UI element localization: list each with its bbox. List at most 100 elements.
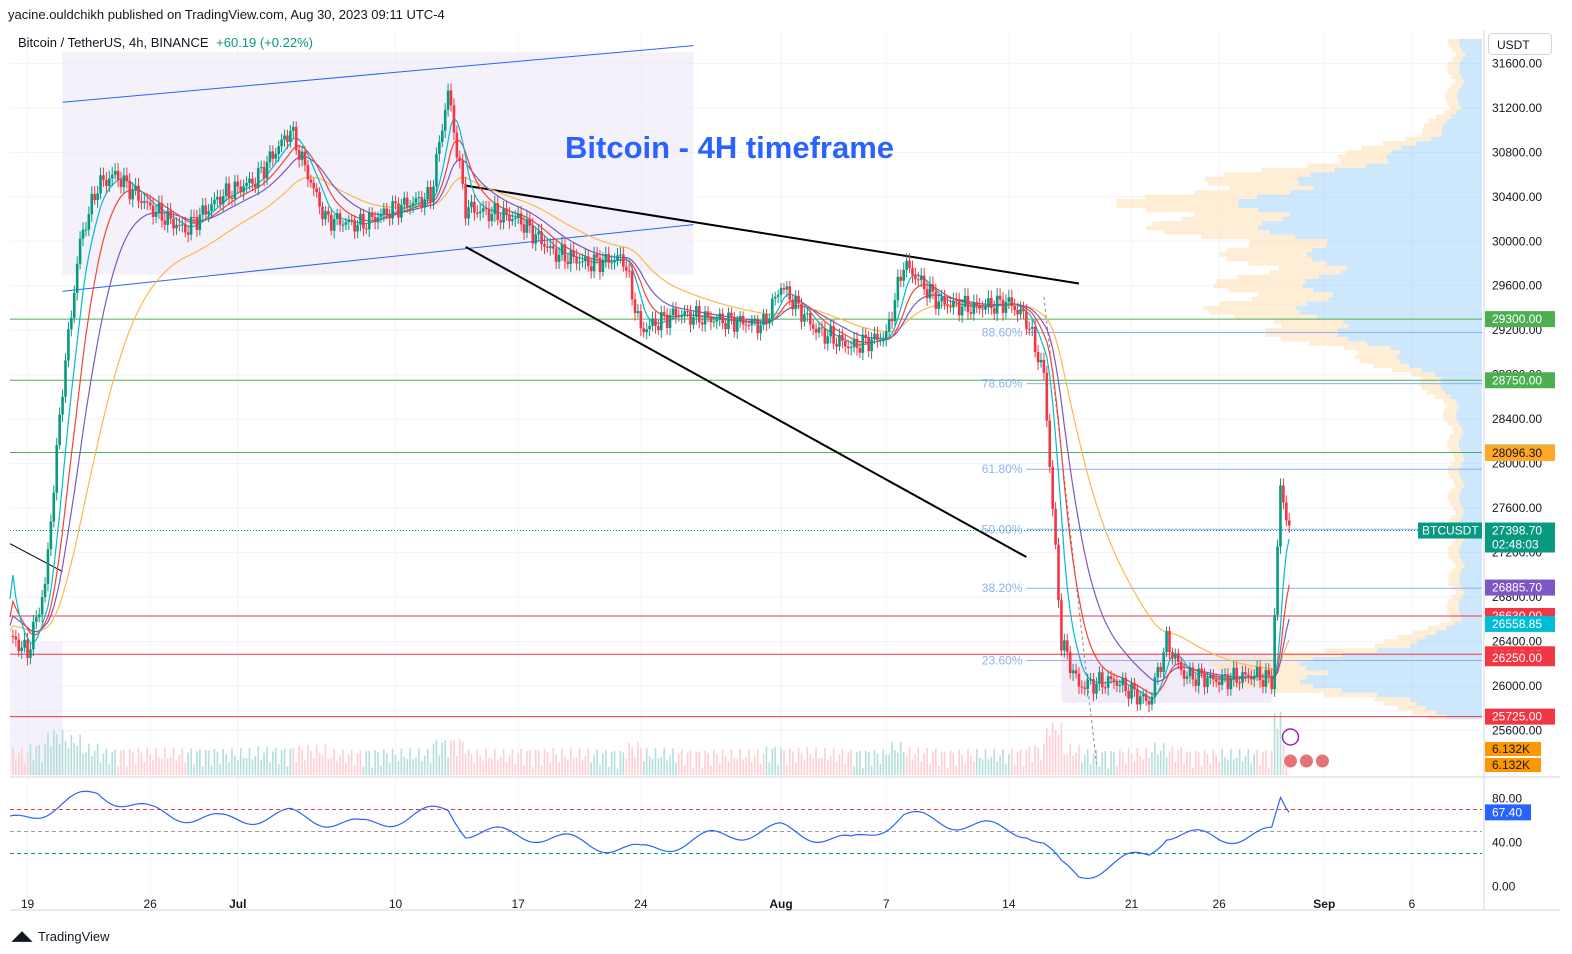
volume-profile-bar	[1205, 176, 1298, 182]
candle-body	[998, 295, 1002, 300]
volume-bar	[648, 756, 651, 775]
volume-bar	[476, 749, 479, 775]
volume-bar	[780, 747, 782, 775]
volume-profile-bar	[1461, 83, 1482, 88]
candle-body	[370, 212, 374, 218]
candle-body	[513, 217, 517, 220]
volume-bar	[806, 747, 809, 775]
volume-bar	[388, 763, 391, 775]
volume-bar	[1186, 751, 1188, 775]
candle-body	[210, 204, 213, 212]
volume-profile-bar	[1460, 448, 1482, 453]
volume-bar	[347, 754, 350, 775]
volume-profile-bar	[1461, 425, 1482, 431]
flag-event-icon	[1314, 753, 1330, 769]
volume-bar	[58, 744, 61, 775]
volume-profile-bar	[1386, 154, 1482, 159]
candle-body	[169, 210, 172, 219]
volume-bar	[82, 753, 84, 775]
volume-profile-bar	[1295, 234, 1482, 240]
time-tick-label: 19	[21, 897, 35, 911]
candle-body	[765, 313, 768, 324]
candle-body	[388, 214, 391, 219]
volume-bar	[1177, 750, 1180, 775]
ma-price-tag: 26250.00	[1492, 651, 1542, 665]
candle-body	[216, 196, 219, 200]
candle-body	[1010, 297, 1014, 306]
volume-profile-bar	[1461, 488, 1482, 493]
volume-bar	[90, 755, 93, 775]
volume-profile-bar	[1228, 657, 1313, 662]
volume-profile-bar	[1457, 96, 1482, 102]
volume-bar	[292, 748, 295, 775]
volume-bar	[841, 748, 844, 775]
candle-body	[887, 319, 891, 332]
volume-bar	[587, 748, 590, 775]
volume-bar	[12, 747, 14, 775]
volume-bar	[499, 756, 502, 775]
volume-bar	[1116, 765, 1118, 775]
volume-bar	[374, 750, 376, 775]
volume-profile-bar	[1456, 416, 1482, 422]
rsi-tick-label: 40.00	[1492, 836, 1522, 850]
volume-bar	[400, 748, 403, 775]
volume-bar	[555, 754, 557, 775]
volume-profile-bar	[1448, 70, 1460, 75]
tradingview-brand[interactable]: ◢◣ TradingView	[12, 928, 110, 944]
time-tick-label: 26	[1212, 897, 1226, 911]
volume-bar	[672, 748, 674, 775]
volume-bar	[251, 759, 254, 775]
volume-profile-bar	[1456, 399, 1482, 404]
candle-body	[1261, 680, 1265, 687]
candle-body	[674, 308, 678, 316]
candle-body	[835, 343, 838, 347]
volume-bar	[470, 754, 473, 775]
volume-profile-bar	[1279, 265, 1347, 271]
candle-body	[598, 257, 602, 273]
volume-profile-bar	[1455, 412, 1482, 417]
rsi-tick-label: 80.00	[1492, 792, 1522, 806]
volume-bar	[692, 767, 695, 775]
candle-body	[443, 109, 447, 131]
volume-bar	[975, 748, 978, 775]
volume-profile-bar	[1449, 434, 1461, 440]
candle-body	[32, 621, 35, 650]
volume-bar	[412, 759, 414, 775]
volume-bar	[853, 766, 855, 775]
volume-bar	[867, 752, 870, 775]
volume-bar	[937, 765, 940, 775]
candle-body	[93, 193, 96, 201]
currency-selector[interactable]: USDT	[1488, 33, 1552, 55]
volume-bar	[429, 763, 432, 775]
candle-body	[1147, 701, 1151, 705]
volume-bar	[336, 760, 338, 775]
volume-profile-bar	[1421, 368, 1482, 373]
candle-body	[1226, 674, 1230, 690]
volume-bar	[622, 752, 625, 775]
candle-body	[1185, 676, 1189, 679]
volume-profile-bar	[1312, 683, 1482, 689]
volume-bar	[669, 755, 671, 775]
candle-body	[1267, 670, 1271, 676]
volume-bar	[850, 749, 852, 775]
volume-bar	[786, 765, 788, 775]
volume-profile-bar	[1248, 261, 1327, 266]
candle-body	[654, 318, 657, 326]
volume-bar	[686, 752, 689, 775]
candle-body	[928, 284, 932, 299]
volume-bar	[1075, 752, 1077, 775]
volume-profile-bar	[1452, 56, 1463, 62]
volume-bar	[93, 750, 96, 775]
volume-bar	[155, 747, 157, 775]
volume-profile-bar	[1435, 372, 1482, 377]
volume-profile-bar	[1325, 648, 1378, 653]
volume-profile-bar	[1354, 354, 1398, 360]
volume-bar	[1148, 757, 1150, 775]
candle-body	[1036, 351, 1040, 363]
volume-bar	[540, 765, 543, 775]
candle-body	[549, 246, 552, 248]
volume-profile-bar	[1345, 150, 1391, 155]
volume-profile-bar	[1358, 350, 1400, 355]
candle-body	[227, 183, 231, 198]
